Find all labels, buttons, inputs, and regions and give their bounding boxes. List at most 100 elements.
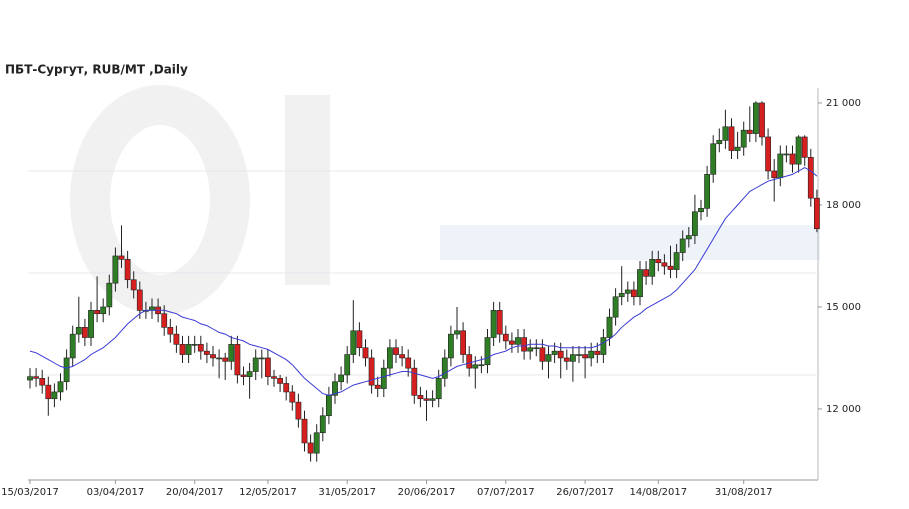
candle-body [502, 333, 509, 342]
candle-body [435, 378, 442, 400]
candle-body [386, 347, 393, 369]
candle-body [789, 153, 796, 165]
candle-body [204, 350, 210, 355]
candle-body [606, 316, 613, 338]
candle-body [136, 289, 143, 311]
candle-body [240, 374, 247, 377]
candle-body [118, 255, 125, 260]
candle-body [594, 350, 601, 355]
y-tick-label: 18 000 [826, 200, 861, 211]
candle-body [728, 126, 735, 151]
candle-body [576, 354, 582, 356]
candle-body [490, 310, 497, 338]
candle-body [515, 337, 521, 345]
candle-body [704, 174, 710, 209]
candle-body [380, 367, 387, 389]
candle-body [350, 330, 357, 355]
candle-body [551, 350, 558, 355]
candle-body [234, 344, 241, 376]
candle-body [307, 442, 314, 454]
candle-body [130, 279, 137, 291]
candle-body [539, 347, 546, 362]
candle-body [466, 354, 473, 369]
candle-body [454, 330, 460, 335]
candle-body [777, 153, 784, 179]
candle-body [27, 376, 33, 381]
candle-body [197, 344, 204, 352]
candle-body [185, 344, 192, 355]
candle-body [716, 140, 723, 145]
candle-body [252, 357, 259, 372]
candle-body [441, 357, 448, 379]
x-tick-label: 03/04/2017 [87, 487, 145, 498]
candle-body [283, 383, 290, 393]
candle-body [740, 129, 747, 148]
x-tick-label: 07/07/2017 [477, 487, 535, 498]
candle-body [69, 333, 76, 359]
candle-body [325, 395, 332, 417]
candle-body [679, 238, 686, 253]
candle-body [600, 337, 607, 355]
candle-body [216, 357, 222, 360]
candle-body [399, 354, 405, 359]
candle-body [45, 384, 52, 400]
candle-body [722, 126, 729, 141]
candle-body [167, 327, 174, 335]
candle-body [484, 337, 491, 366]
candle-body [106, 282, 113, 308]
candle-body [51, 391, 58, 400]
candle-body [673, 252, 680, 270]
candle-body [344, 354, 351, 376]
candle-body [124, 259, 131, 281]
candle-body [569, 354, 576, 362]
candle-body [655, 259, 662, 264]
candle-body [100, 306, 107, 315]
candle-body [460, 330, 466, 355]
candle-body [801, 136, 808, 158]
candle-body [210, 354, 216, 359]
candle-body [557, 350, 564, 359]
candle-body [411, 367, 418, 396]
candle-body [752, 102, 759, 134]
candle-body [508, 340, 515, 345]
candle-body [698, 208, 704, 213]
candle-body [478, 364, 485, 367]
candle-body [362, 347, 369, 359]
candle-body [685, 235, 692, 240]
candle-body [161, 313, 168, 328]
candle-body [191, 344, 198, 346]
candle-body [271, 376, 277, 379]
candle-body [374, 384, 381, 389]
candle-body [643, 269, 649, 277]
candle-body [813, 197, 820, 230]
chart-title: ПБТ-Сургут, RUB/MT ,Daily [5, 63, 188, 77]
candle-body [710, 143, 717, 175]
candle-body [661, 262, 668, 267]
candle-body [313, 432, 320, 454]
candle-body [734, 146, 741, 151]
x-tick-label: 31/08/2017 [715, 487, 773, 498]
candle-body [82, 327, 88, 338]
candle-body [319, 415, 326, 434]
y-tick-label: 21 000 [826, 98, 861, 109]
candle-body [612, 296, 619, 318]
candle-body [258, 357, 265, 360]
candle-body [807, 157, 814, 199]
candle-body [582, 354, 588, 359]
candle-body [338, 374, 344, 383]
candle-body [521, 337, 527, 352]
candle-body [393, 347, 399, 355]
candle-body [33, 376, 39, 379]
candle-body [405, 357, 412, 369]
candle-body [527, 347, 534, 352]
candle-body [765, 136, 771, 172]
x-tick-label: 31/05/2017 [318, 487, 376, 498]
y-tick-label: 15 000 [826, 302, 861, 313]
candle-body [63, 357, 70, 383]
candle-body [264, 357, 271, 377]
candle-body [423, 398, 430, 401]
candle-body [637, 269, 643, 298]
candle-body [57, 381, 64, 393]
candle-body [429, 398, 436, 401]
watermark [70, 85, 820, 315]
